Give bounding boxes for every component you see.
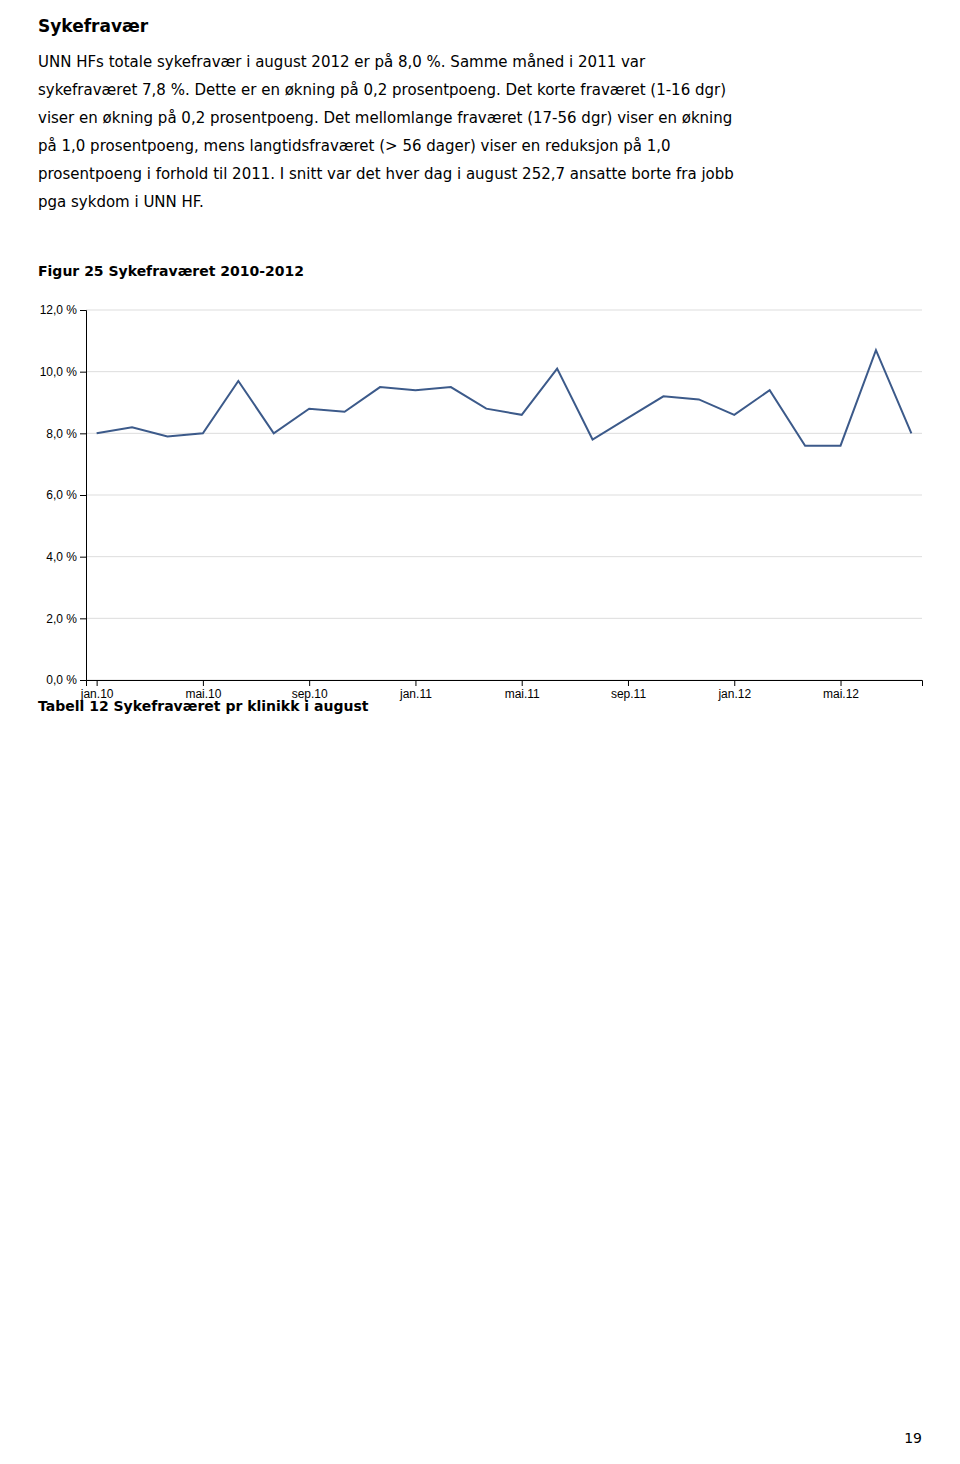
tick-mark — [628, 680, 629, 686]
axis-line — [80, 311, 87, 681]
tick-label: 2,0 % — [46, 612, 77, 626]
tick-mark — [734, 680, 735, 686]
tick: mai.11 — [505, 680, 540, 701]
tick-label: jan.10 — [80, 687, 114, 701]
axis-line — [87, 681, 923, 687]
tick-label: 4,0 % — [46, 550, 77, 564]
tick: jan.10 — [80, 680, 114, 701]
tick-label: 0,0 % — [46, 673, 77, 687]
tick-label: sep.11 — [611, 687, 646, 701]
tick: 8,0 % — [46, 427, 86, 441]
grid-line — [86, 618, 922, 619]
tick-label: jan.11 — [399, 687, 432, 701]
paragraph-line: prosentpoeng i forhold til 2011. I snitt… — [38, 165, 734, 183]
tick-label: 12,0 % — [40, 303, 78, 317]
series-line — [97, 350, 912, 446]
tick-mark — [80, 618, 86, 619]
tick-label: sep.10 — [292, 687, 328, 701]
paragraph-line: pga sykdom i UNN HF. — [38, 193, 204, 211]
grid-line — [86, 495, 922, 496]
chart-title: Figur 25 Sykefraværet 2010-2012 — [38, 263, 304, 279]
tick-label: 10,0 % — [40, 365, 78, 379]
tick-label: mai.10 — [185, 687, 221, 701]
tick-label: mai.11 — [505, 687, 540, 701]
tick: jan.12 — [717, 680, 751, 701]
tick-mark — [841, 680, 842, 686]
page-number: 19 — [904, 1430, 922, 1446]
tick: 4,0 % — [46, 550, 86, 564]
tick-label: 8,0 % — [46, 427, 77, 441]
tick-mark — [80, 433, 86, 434]
tick: mai.12 — [823, 680, 859, 701]
tick-mark — [80, 557, 86, 558]
paragraph-line: UNN HFs totale sykefravær i august 2012 … — [38, 53, 646, 71]
tick-label: jan.12 — [717, 687, 751, 701]
chart: 0,0 % 2,0 % 4,0 % 6,0 % 8,0 % 10,0 % 12,0 % jan… — [40, 303, 923, 700]
tick-label: 6,0 % — [46, 488, 77, 502]
plot-area — [97, 350, 912, 446]
grid-line — [86, 310, 922, 311]
tick-mark — [522, 680, 523, 686]
paragraph-line: sykefraværet 7,8 %. Dette er en økning p… — [38, 81, 726, 99]
tick: 10,0 % — [40, 365, 86, 379]
grid-line — [86, 556, 922, 557]
page: Sykefravær UNN HFs totale sykefravær i au… — [0, 0, 960, 1464]
page-title: Sykefravær — [38, 16, 149, 36]
tick: 0,0 % — [46, 673, 86, 687]
table-label: Tabell 12 Sykefraværet pr klinikk i augu… — [38, 698, 369, 714]
tick-mark — [80, 680, 86, 681]
y-axis: 0,0 % 2,0 % 4,0 % 6,0 % 8,0 % 10,0 % 12,0 % — [40, 303, 87, 687]
tick: sep.11 — [611, 680, 646, 701]
grid — [86, 310, 922, 680]
tick-mark — [80, 495, 86, 496]
tick-mark — [80, 310, 86, 311]
tick: mai.10 — [185, 680, 221, 701]
tick-mark — [80, 372, 86, 373]
paragraph-line: på 1,0 prosentpoeng, mens langtidsfravær… — [38, 137, 671, 155]
grid-line — [86, 371, 922, 372]
tick-label: mai.12 — [823, 687, 859, 701]
tick: 6,0 % — [46, 488, 86, 502]
tick: sep.10 — [292, 680, 328, 701]
tick-mark — [97, 680, 98, 686]
tick: 12,0 % — [40, 303, 86, 317]
tick-mark — [309, 680, 310, 686]
paragraph-line: viser en økning på 0,2 prosentpoeng. Det… — [38, 109, 732, 127]
tick-mark — [415, 680, 416, 686]
x-axis: jan.10 mai.10 sep.10 jan.11 mai.11 sep.11 jan.… — [80, 680, 923, 701]
tick: jan.11 — [399, 680, 432, 701]
tick: 2,0 % — [46, 612, 86, 626]
tick-mark — [203, 680, 204, 686]
